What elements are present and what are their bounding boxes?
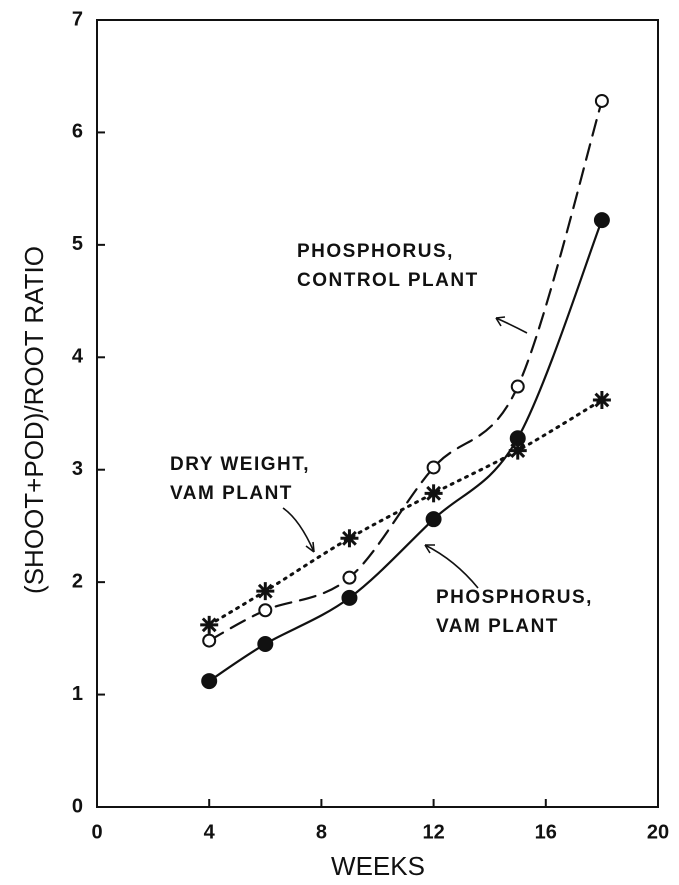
marker-stroke [342, 530, 357, 546]
marker [426, 460, 441, 475]
series-line [208, 99, 603, 642]
y-axis-title: (SHOOT+POD)/ROOT RATIO [19, 246, 49, 594]
x-tick-label: 4 [204, 821, 216, 843]
marker [342, 570, 357, 585]
x-tick-label: 8 [316, 821, 327, 843]
marker [510, 379, 525, 394]
y-tick-label: 3 [72, 458, 83, 480]
marker [258, 603, 273, 618]
plot-frame [96, 19, 659, 808]
x-tick-label: 0 [91, 821, 102, 843]
marker-stroke [510, 443, 526, 459]
marker-stroke [257, 583, 273, 599]
marker [425, 511, 442, 528]
y-tick-label: 0 [72, 795, 83, 817]
annotation-arrows [282, 316, 528, 589]
marker [424, 484, 443, 503]
marker [593, 212, 610, 229]
marker [200, 615, 219, 634]
y-tick-label: 1 [72, 683, 83, 705]
series-label: VAM PLANT [436, 616, 559, 637]
series-label: PHOSPHORUS, [297, 241, 454, 262]
marker [594, 93, 609, 108]
marker-stroke [594, 392, 610, 408]
x-axis-title: WEEKS [331, 851, 425, 881]
marker [340, 529, 359, 548]
x-tick-label: 12 [422, 821, 444, 843]
marker [508, 441, 527, 460]
x-tick-label: 20 [647, 821, 669, 843]
series-label: DRY WEIGHT, [170, 454, 310, 475]
y-tick-label: 2 [72, 570, 83, 592]
marker [256, 582, 275, 601]
marker [341, 589, 358, 606]
y-tick-label: 4 [72, 346, 84, 368]
x-tick-label: 16 [535, 821, 557, 843]
series-label: PHOSPHORUS, [436, 587, 593, 608]
marker-stroke [201, 617, 217, 633]
marker-stroke [426, 485, 442, 501]
y-tick-label: 5 [72, 233, 83, 255]
marker [201, 673, 218, 690]
marker [202, 633, 217, 648]
marker [592, 391, 611, 410]
y-tick-label: 7 [72, 8, 83, 30]
y-tick-label: 6 [72, 121, 83, 143]
series-label: CONTROL PLANT [297, 270, 479, 291]
series-label: VAM PLANT [170, 483, 293, 504]
marker [257, 635, 274, 652]
